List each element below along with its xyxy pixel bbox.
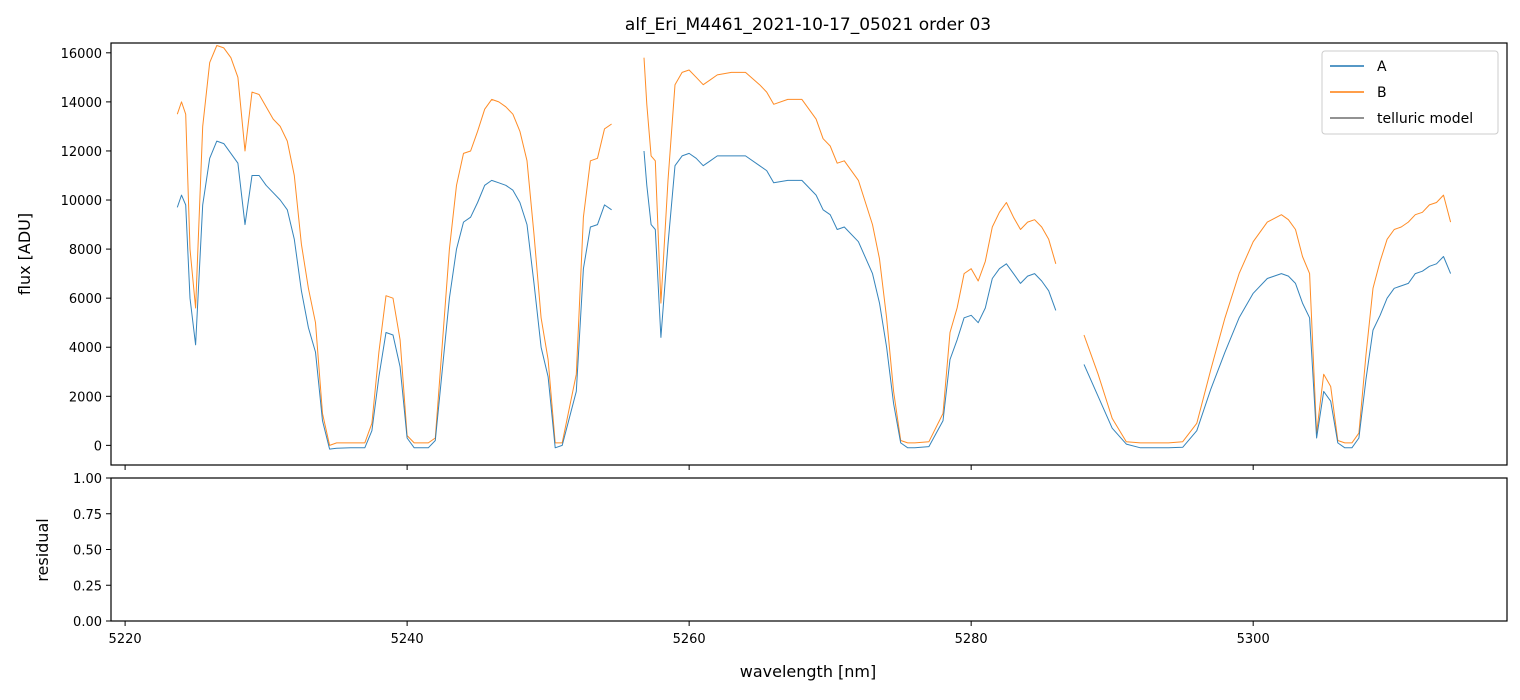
- residual-y-tick-label: 1.00: [73, 472, 102, 487]
- x-axis-label: wavelength [nm]: [740, 662, 877, 681]
- flux-y-tick-label: 8000: [69, 243, 102, 258]
- residual-y-axis-label: residual: [33, 518, 52, 581]
- flux-y-tick-label: 4000: [69, 341, 102, 356]
- series-a-line-0: [176, 140, 612, 450]
- x-tick-label: 5220: [109, 632, 142, 647]
- residual-y-tick-label: 0.00: [73, 615, 102, 630]
- series-b-line-1: [643, 57, 1057, 444]
- residual-y-tick-label: 0.50: [73, 544, 102, 559]
- legend: A B telluric model: [1321, 50, 1499, 135]
- x-tick-label: 5300: [1237, 632, 1270, 647]
- series-a-line-2: [1083, 256, 1452, 449]
- flux-panel-frame: [110, 42, 1508, 466]
- series-b-line-0: [176, 45, 612, 446]
- legend-label-telluric: telluric model: [1377, 111, 1473, 127]
- flux-y-tick-label: 10000: [61, 194, 102, 209]
- flux-y-tick-label: 14000: [61, 96, 102, 111]
- flux-y-axis-label: flux [ADU]: [15, 213, 34, 295]
- legend-label-b: B: [1377, 85, 1387, 101]
- residual-y-tick-label: 0.25: [73, 579, 102, 594]
- flux-y-tick-label: 6000: [69, 292, 102, 307]
- residual-panel: 0.00 0.25 0.50 0.75 1.00 5220 5240 5260 5280 530…: [33, 472, 1508, 681]
- flux-y-tick-label: 16000: [61, 47, 102, 62]
- series-a-line-1: [643, 150, 1057, 449]
- x-tick-label: 5260: [673, 632, 706, 647]
- chart-title: alf_Eri_M4461_2021-10-17_05021 order 03: [625, 15, 991, 35]
- flux-y-tick-label: 0: [94, 439, 102, 454]
- legend-label-a: A: [1377, 59, 1387, 75]
- x-tick-label: 5240: [391, 632, 424, 647]
- flux-y-tick-label: 12000: [61, 145, 102, 160]
- flux-panel: 0 2000 4000 6000 8000 10000 12000 14000 16000 fl…: [15, 42, 1508, 470]
- residual-y-tick-label: 0.75: [73, 508, 102, 523]
- legend-box: [1321, 50, 1499, 135]
- flux-y-tick-label: 2000: [69, 390, 102, 405]
- x-tick-label: 5280: [955, 632, 988, 647]
- series-b-line-2: [1083, 194, 1452, 444]
- residual-panel-frame: [110, 477, 1508, 622]
